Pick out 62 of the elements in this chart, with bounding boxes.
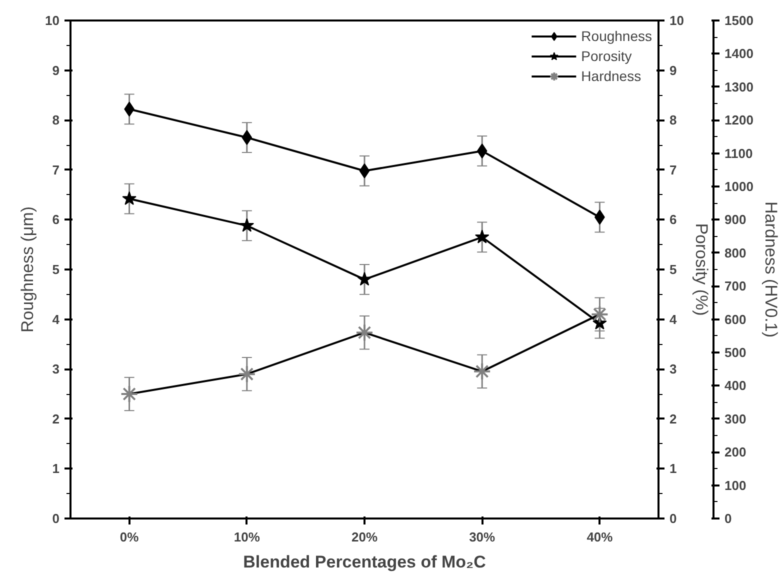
y-tick-label: 2: [52, 411, 60, 426]
x-axis-title: Blended Percentages of Mo₂C: [243, 552, 486, 572]
y-axis-title: Roughness (μm): [18, 206, 38, 333]
point: [357, 272, 372, 286]
point: [120, 385, 138, 403]
point: [238, 365, 256, 384]
y-tick-label: 9: [52, 62, 60, 78]
y2-axis-title: Porosity (%): [692, 223, 711, 316]
y3-tick-label: 1200: [724, 112, 754, 128]
point: [359, 163, 370, 178]
y3-tick-label: 1400: [724, 46, 754, 62]
y3-tick-label: 800: [724, 245, 746, 260]
point: [476, 143, 488, 158]
y2-tick-label: 10: [670, 13, 684, 28]
y-tick-label: 0: [52, 511, 60, 526]
point: [242, 130, 252, 146]
legend-label: Roughness: [581, 28, 652, 44]
legend-label: Porosity: [581, 48, 632, 64]
y2-tick-label: 9: [670, 62, 677, 78]
y-tick-label: 1: [52, 461, 60, 476]
y-tick-label: 10: [45, 13, 60, 28]
y2-tick-label: 6: [670, 212, 677, 228]
y2-tick-label: 5: [670, 262, 677, 277]
y3-tick-label: 1500: [724, 13, 754, 28]
y-tick-label: 6: [52, 212, 60, 228]
x-tick-label: 20%: [351, 530, 378, 544]
y3-tick-label: 1300: [724, 79, 754, 94]
legend-label: Hardness: [581, 68, 642, 84]
point: [356, 324, 374, 342]
y2-tick-label: 8: [670, 112, 677, 128]
y2-tick-label: 3: [670, 362, 677, 377]
y2-tick-label: 0: [670, 511, 677, 526]
point: [473, 362, 492, 380]
y2-tick-label: 1: [670, 461, 677, 476]
y-tick-label: 3: [52, 362, 60, 377]
y3-tick-label: 0: [724, 511, 732, 526]
y-tick-label: 7: [52, 162, 60, 178]
y2-tick-label: 2: [670, 411, 677, 426]
y2-tick-label: 4: [670, 312, 678, 327]
y3-tick-label: 100: [724, 478, 746, 493]
y3-tick-label: 900: [724, 212, 746, 228]
point: [590, 305, 609, 324]
y3-tick-label: 1000: [724, 179, 754, 194]
x-tick-label: 30%: [469, 530, 496, 544]
y3-tick-label: 700: [724, 278, 746, 294]
point: [474, 230, 490, 244]
y3-tick-label: 600: [724, 312, 746, 327]
y3-tick-label: 200: [724, 444, 746, 460]
point: [240, 218, 254, 232]
y-tick-label: 8: [52, 112, 60, 128]
y3-tick-label: 1100: [724, 146, 753, 161]
y2-tick-label: 7: [670, 162, 677, 178]
y3-tick-label: 500: [724, 345, 746, 360]
y3-axis-title: Hardness (HV0.1): [761, 201, 780, 338]
y3-tick-label: 400: [724, 378, 746, 394]
y-tick-label: 4: [52, 312, 60, 327]
x-tick-label: 10%: [234, 530, 260, 544]
y-tick-label: 5: [52, 262, 60, 277]
x-tick-label: 40%: [586, 530, 614, 544]
x-tick-label: 0%: [120, 530, 140, 544]
y3-tick-label: 300: [724, 411, 746, 426]
point: [122, 191, 136, 205]
